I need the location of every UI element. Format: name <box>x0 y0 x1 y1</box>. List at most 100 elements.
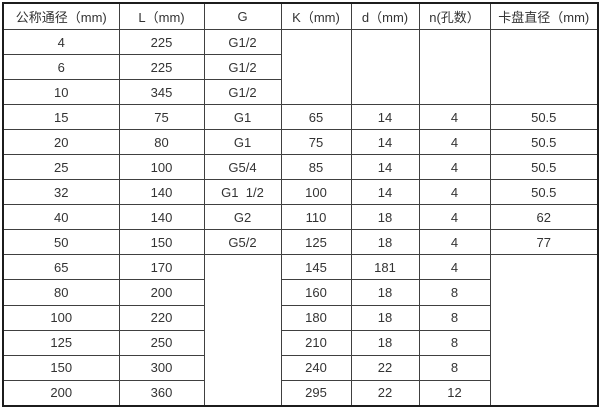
merged-cell-d <box>350 28 420 106</box>
cell-dn: 40 <box>2 204 120 231</box>
table-row: 125 250 210 18 8 <box>2 329 598 356</box>
cell-l: 345 <box>118 79 205 106</box>
cell-n: 8 <box>418 354 491 381</box>
cell-g: G1 <box>203 104 282 131</box>
cell-n: 8 <box>418 279 491 306</box>
table-row: 10 345 G1/2 <box>2 79 598 106</box>
cell-k: 85 <box>280 154 352 181</box>
cell-n: 4 <box>418 154 491 181</box>
cell-l: 140 <box>118 179 205 206</box>
table-row: 15 75 G1 65 14 4 50.5 <box>2 104 599 131</box>
cell-k: 110 <box>280 204 352 231</box>
merged-cell-chuck <box>489 254 599 407</box>
cell-n: 4 <box>418 229 491 256</box>
table-row: 50 150 G5/2 125 18 4 77 <box>2 229 599 256</box>
cell-k: 180 <box>280 304 352 331</box>
cell-chuck: 62 <box>489 204 599 231</box>
col-header-l: L（mm) <box>118 2 205 30</box>
cell-d: 14 <box>350 179 420 206</box>
cell-n: 4 <box>418 204 491 231</box>
cell-k: 295 <box>280 379 352 407</box>
cell-g: G1 <box>203 129 282 156</box>
table-row: 150 300 240 22 8 <box>2 354 598 381</box>
cell-dn: 125 <box>2 329 120 356</box>
cell-d: 14 <box>350 154 420 181</box>
cell-dn: 10 <box>2 79 120 106</box>
cell-n: 12 <box>418 379 491 407</box>
cell-g: G5/4 <box>203 154 282 181</box>
cell-dn: 6 <box>2 54 120 81</box>
cell-k: 145 <box>280 254 352 281</box>
cell-d: 18 <box>350 229 420 256</box>
merged-cell-chuck <box>489 28 599 106</box>
merged-cell-n <box>418 28 491 106</box>
cell-g: G1/2 <box>203 79 282 106</box>
col-header-k: K（mm) <box>280 2 352 30</box>
cell-d: 18 <box>350 279 420 306</box>
cell-l: 140 <box>118 204 205 231</box>
table-row: 20 80 G1 75 14 4 50.5 <box>2 129 599 156</box>
cell-k: 65 <box>280 104 352 131</box>
cell-d: 18 <box>350 329 420 356</box>
table-row: 32 140 G1 1/2 100 14 4 50.5 <box>2 179 599 206</box>
cell-l: 200 <box>118 279 205 306</box>
cell-dn: 15 <box>2 104 120 131</box>
cell-k: 240 <box>280 354 352 381</box>
cell-g: G1/2 <box>203 28 282 56</box>
table-row: 200 360 295 22 12 <box>2 379 598 407</box>
cell-k: 100 <box>280 179 352 206</box>
cell-dn: 65 <box>2 254 120 281</box>
cell-k: 160 <box>280 279 352 306</box>
cell-dn: 100 <box>2 304 120 331</box>
cell-l: 300 <box>118 354 205 381</box>
cell-dn: 80 <box>2 279 120 306</box>
table-row: 40 140 G2 110 18 4 62 <box>2 204 599 231</box>
cell-l: 250 <box>118 329 205 356</box>
cell-l: 150 <box>118 229 205 256</box>
cell-l: 360 <box>118 379 205 407</box>
cell-n: 8 <box>418 329 491 356</box>
cell-g: G5/2 <box>203 229 282 256</box>
cell-dn: 32 <box>2 179 120 206</box>
cell-g: G1 1/2 <box>203 179 282 206</box>
col-header-nominal-diameter: 公称通径（mm) <box>2 2 120 30</box>
cell-dn: 150 <box>2 354 120 381</box>
table-row: 25 100 G5/4 85 14 4 50.5 <box>2 154 599 181</box>
cell-dn: 25 <box>2 154 120 181</box>
cell-k: 125 <box>280 229 352 256</box>
cell-n: 4 <box>418 254 491 281</box>
cell-k: 210 <box>280 329 352 356</box>
cell-d: 181 <box>350 254 420 281</box>
cell-l: 225 <box>118 28 205 56</box>
cell-g: G1/2 <box>203 54 282 81</box>
cell-d: 14 <box>350 129 420 156</box>
cell-d: 18 <box>350 304 420 331</box>
cell-l: 225 <box>118 54 205 81</box>
cell-l: 170 <box>118 254 205 281</box>
cell-n: 4 <box>418 104 491 131</box>
cell-l: 100 <box>118 154 205 181</box>
cell-l: 80 <box>118 129 205 156</box>
cell-chuck: 50.5 <box>489 179 599 206</box>
cell-d: 18 <box>350 204 420 231</box>
cell-n: 4 <box>418 179 491 206</box>
cell-chuck: 50.5 <box>489 104 599 131</box>
col-header-n-holes: n(孔数） <box>418 2 491 30</box>
cell-d: 22 <box>350 379 420 407</box>
cell-n: 8 <box>418 304 491 331</box>
table-row: 6 225 G1/2 <box>2 54 598 81</box>
col-header-chuck-diameter: 卡盘直径（mm) <box>489 2 599 30</box>
cell-chuck: 77 <box>489 229 599 256</box>
col-header-g: G <box>203 2 282 30</box>
table-row: 100 220 180 18 8 <box>2 304 598 331</box>
cell-g: G2 <box>203 204 282 231</box>
cell-chuck: 50.5 <box>489 154 599 181</box>
header-row: 公称通径（mm) L（mm) G K（mm) d（mm) n(孔数） 卡盘直径（… <box>2 2 599 30</box>
merged-cell-k <box>280 28 352 106</box>
cell-l: 220 <box>118 304 205 331</box>
cell-d: 22 <box>350 354 420 381</box>
cell-n: 4 <box>418 129 491 156</box>
table-row: 65 170 145 181 4 <box>2 254 599 407</box>
